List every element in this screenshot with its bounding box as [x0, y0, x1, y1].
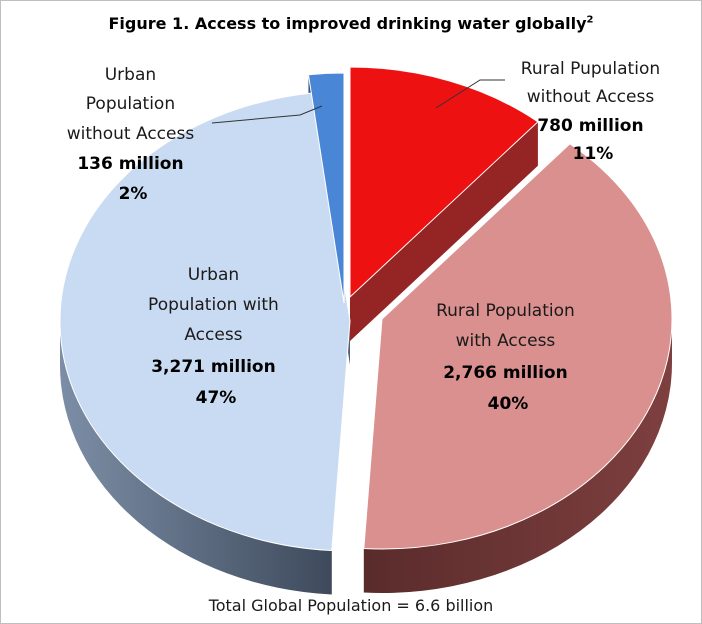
label-urban-with-line3: Access	[184, 325, 242, 345]
slice-rural-with-side	[363, 319, 672, 593]
label-urban-with-line2: Population with	[148, 295, 279, 315]
label-urban-with-line1: Urban	[188, 265, 239, 285]
label-rural-with-percent: 40%	[488, 394, 529, 414]
label-urban-with: Urban Population with Access 3,271 milli…	[148, 265, 284, 408]
label-rural-without-line1: Rural Pupulation	[521, 59, 660, 79]
label-urban-with-percent: 47%	[196, 388, 237, 408]
label-rural-without-line2: without Access	[527, 87, 655, 107]
pie-slices	[59, 66, 673, 595]
chart-footer: Total Global Population = 6.6 billion	[208, 596, 494, 615]
label-rural-without-percent: 11%	[573, 144, 614, 164]
slice-rural-with	[363, 143, 673, 550]
label-rural-without-value: 780 million	[537, 116, 643, 136]
slice-urban-without	[307, 72, 345, 304]
label-rural-with: Rural Population with Access 2,766 milli…	[436, 301, 580, 414]
slice-rural-without-wall	[350, 121, 538, 342]
chart-title-footnote: 2	[586, 14, 594, 26]
label-urban-without-line1: Urban	[105, 65, 156, 85]
slice-urban-with	[59, 92, 351, 552]
slice-urban-with-side	[60, 321, 332, 595]
chart-title: Figure 1. Access to improved drinking wa…	[0, 14, 702, 33]
label-rural-with-value: 2,766 million	[443, 363, 568, 383]
label-urban-without-line3: without Access	[67, 124, 195, 144]
label-rural-without: Rural Pupulation without Access 780 mill…	[521, 59, 665, 164]
label-urban-without-value: 136 million	[77, 154, 183, 174]
label-rural-with-line1: Rural Population	[436, 301, 575, 321]
chart-title-text: Figure 1. Access to improved drinking wa…	[108, 14, 587, 33]
leader-line-rural-without	[435, 79, 505, 109]
label-urban-without: Urban Population without Access 136 mill…	[67, 65, 200, 204]
label-urban-with-value: 3,271 million	[151, 357, 276, 377]
label-rural-with-line2: with Access	[456, 331, 556, 351]
slice-rural-without	[349, 66, 539, 299]
label-urban-without-percent: 2%	[119, 184, 148, 204]
leader-line-urban-without	[211, 105, 323, 124]
label-urban-without-line2: Population	[86, 94, 175, 114]
